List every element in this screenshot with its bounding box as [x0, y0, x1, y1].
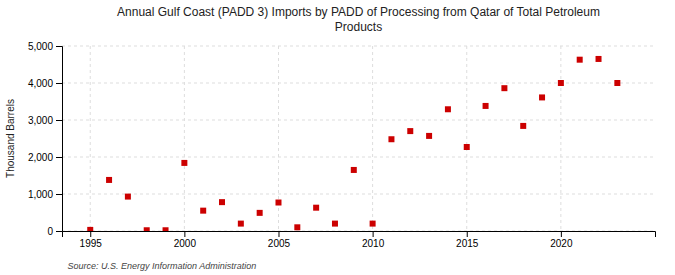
chart: 1995 2000 2005 2010 2015 2020 0 1,000 2,000 3,000…	[0, 0, 675, 275]
x-tick-mark	[184, 231, 185, 237]
point	[501, 85, 507, 91]
y-tick-mark	[56, 157, 62, 158]
title: Annual Gulf Coast (PADD 3) Imports by PA…	[117, 5, 600, 34]
point	[407, 128, 413, 134]
point	[294, 224, 300, 230]
x-tick-mark	[373, 231, 374, 237]
x-tick-label: 2005	[268, 238, 291, 249]
y-tick: 2,000	[28, 152, 62, 163]
y-grid-line	[62, 120, 655, 121]
point	[539, 94, 545, 100]
x-axis: 1995 2000 2005 2010 2015 2020	[63, 231, 656, 249]
x-grid-line	[184, 46, 185, 231]
x-tick-mark	[278, 231, 279, 237]
points	[87, 56, 620, 231]
y-tick-mark	[56, 46, 62, 47]
point	[238, 221, 244, 227]
x-tick-label: 2020	[550, 238, 573, 249]
x-tick: 2005	[268, 231, 291, 249]
y-tick-label: 3,000	[28, 115, 53, 126]
point	[219, 199, 225, 205]
point	[596, 56, 602, 62]
source-note: Source: U.S. Energy Information Administ…	[68, 261, 257, 271]
y-tick-mark	[56, 194, 62, 195]
point	[106, 177, 112, 183]
x-tick-mark	[90, 231, 91, 237]
point	[144, 227, 150, 231]
point	[200, 208, 206, 214]
point	[125, 194, 131, 200]
point	[426, 133, 432, 139]
point	[388, 136, 394, 142]
point	[181, 160, 187, 166]
point	[87, 227, 93, 231]
y-grid-line	[62, 194, 655, 195]
x-grid-line	[560, 46, 561, 231]
y-tick-mark	[56, 83, 62, 84]
x-grid-line	[90, 46, 91, 231]
point	[464, 144, 470, 150]
y-axis: 0 1,000 2,000 3,000 4,000 5,000	[28, 41, 63, 237]
point	[577, 57, 583, 63]
y-tick-label: 5,000	[28, 41, 53, 52]
point	[558, 80, 564, 86]
point	[275, 200, 281, 206]
y-tick-mark	[56, 231, 62, 232]
point	[332, 221, 338, 227]
x-grid-line	[466, 46, 467, 231]
x-tick: 1995	[80, 231, 103, 249]
x-tick: 2020	[550, 231, 573, 249]
grid	[62, 46, 655, 231]
x-grid-line	[372, 46, 373, 231]
x-tick-label: 2015	[456, 238, 479, 249]
y-tick: 4,000	[28, 78, 62, 89]
y-tick: 0	[47, 226, 62, 237]
x-tick: 2000	[174, 231, 197, 249]
point	[445, 106, 451, 112]
point	[370, 221, 376, 227]
y-tick-label: 2,000	[28, 152, 53, 163]
point	[520, 123, 526, 129]
y-tick-label: 1,000	[28, 189, 53, 200]
y-axis-title: Thousand Barrels	[5, 99, 16, 178]
x-tick: 2015	[456, 231, 479, 249]
point	[257, 210, 263, 216]
point	[483, 103, 489, 109]
x-tick-label: 1995	[80, 238, 103, 249]
point	[163, 227, 169, 231]
point	[614, 80, 620, 86]
y-tick: 3,000	[28, 115, 62, 126]
y-grid-line	[62, 83, 655, 84]
x-axis-line	[63, 232, 656, 238]
y-tick-label: 4,000	[28, 78, 53, 89]
x-tick-mark	[467, 231, 468, 237]
x-tick: 2010	[362, 231, 385, 249]
y-tick: 5,000	[28, 41, 62, 52]
point	[351, 167, 357, 173]
y-tick: 1,000	[28, 189, 62, 200]
y-tick-mark	[56, 120, 62, 121]
x-tick-label: 2010	[362, 238, 385, 249]
y-tick-label: 0	[47, 226, 53, 237]
x-tick-mark	[561, 231, 562, 237]
x-tick-label: 2000	[174, 238, 197, 249]
point	[313, 205, 319, 211]
y-grid-line	[62, 46, 655, 47]
y-axis-line	[56, 47, 63, 232]
y-grid-line	[62, 157, 655, 158]
plot: 1995 2000 2005 2010 2015 2020 0 1,000 2,000 3,000…	[28, 41, 656, 249]
